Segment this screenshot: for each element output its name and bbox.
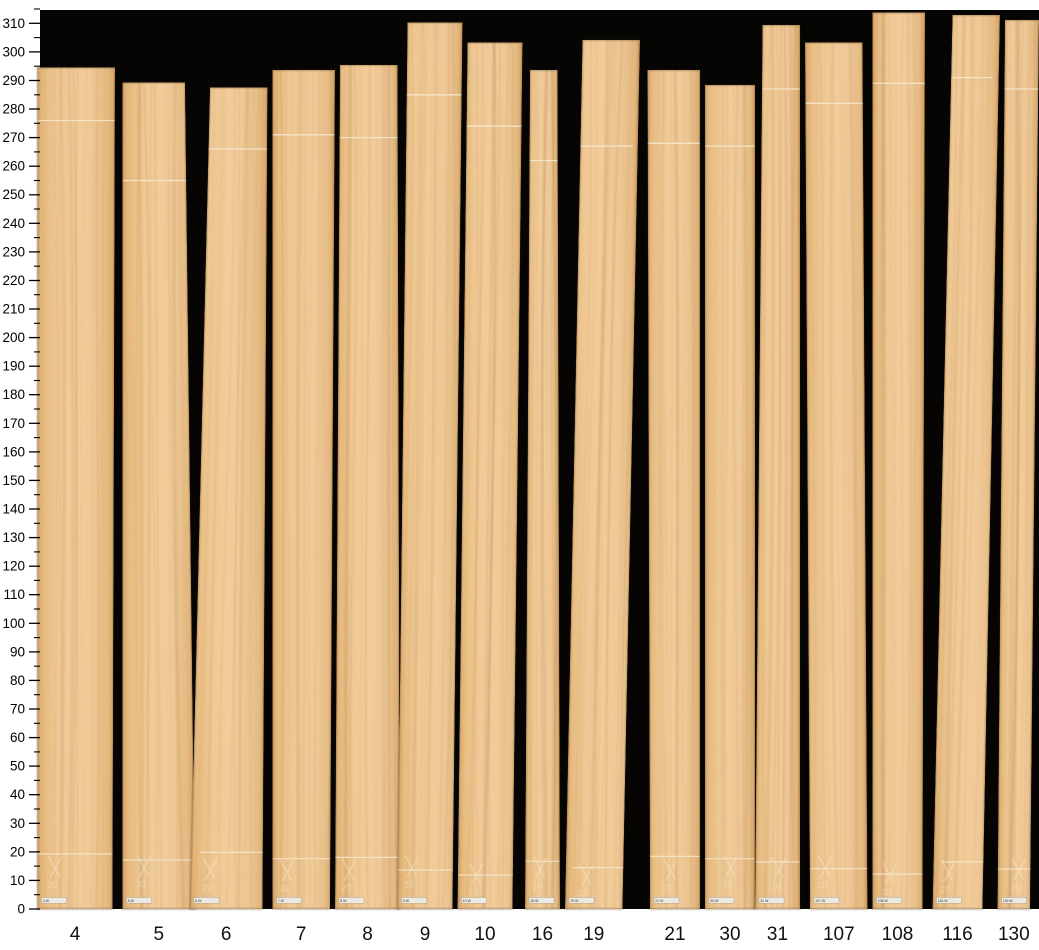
svg-text:20: 20 [10, 844, 25, 859]
svg-text:16-W: 16-W [530, 899, 539, 903]
svg-text:116: 116 [942, 924, 972, 945]
svg-text:4-W: 4-W [43, 899, 50, 903]
svg-text:10: 10 [10, 873, 25, 888]
svg-text:20: 20 [817, 879, 828, 890]
svg-text:190: 190 [2, 359, 25, 374]
svg-text:50: 50 [10, 759, 25, 774]
svg-text:150: 150 [2, 473, 25, 488]
svg-text:20: 20 [662, 882, 673, 893]
svg-text:140: 140 [2, 502, 25, 517]
svg-text:20: 20 [278, 883, 289, 894]
svg-text:130: 130 [2, 530, 25, 545]
svg-text:20: 20 [468, 886, 479, 897]
svg-text:80: 80 [10, 673, 25, 688]
svg-text:60: 60 [10, 730, 25, 745]
svg-text:10-W: 10-W [463, 899, 472, 903]
svg-text:260: 260 [2, 159, 25, 174]
svg-text:21-W: 21-W [655, 899, 664, 903]
svg-text:220: 220 [2, 273, 25, 288]
svg-text:20: 20 [722, 878, 733, 889]
svg-text:20: 20 [403, 879, 414, 890]
svg-text:20: 20 [578, 887, 589, 898]
svg-text:8: 8 [362, 924, 373, 945]
svg-text:108: 108 [882, 924, 914, 945]
svg-text:270: 270 [2, 130, 25, 145]
svg-text:180: 180 [2, 387, 25, 402]
svg-text:250: 250 [2, 187, 25, 202]
svg-text:90: 90 [10, 644, 25, 659]
svg-text:4: 4 [70, 924, 81, 945]
svg-text:100: 100 [2, 616, 25, 631]
svg-text:16: 16 [532, 924, 553, 945]
svg-text:7-W: 7-W [278, 899, 285, 903]
svg-text:19: 19 [583, 924, 604, 945]
svg-text:30-W: 30-W [710, 899, 719, 903]
svg-text:20: 20 [135, 879, 146, 890]
svg-text:240: 240 [2, 216, 25, 231]
svg-text:116-W: 116-W [938, 899, 949, 903]
svg-text:30: 30 [10, 816, 25, 831]
svg-text:20: 20 [341, 882, 352, 893]
svg-text:40: 40 [10, 787, 25, 802]
svg-text:20: 20 [532, 880, 543, 891]
svg-text:20: 20 [1010, 882, 1021, 893]
svg-text:10: 10 [474, 924, 495, 945]
svg-text:300: 300 [2, 44, 25, 59]
svg-text:9: 9 [420, 924, 431, 945]
svg-text:107-W: 107-W [815, 899, 826, 903]
svg-text:310: 310 [2, 16, 25, 31]
svg-text:230: 230 [2, 244, 25, 259]
svg-text:210: 210 [2, 302, 25, 317]
svg-text:8-W: 8-W [340, 899, 347, 903]
svg-text:7: 7 [296, 924, 307, 945]
svg-text:20: 20 [202, 882, 213, 893]
svg-text:21: 21 [664, 924, 685, 945]
svg-text:170: 170 [2, 416, 25, 431]
svg-text:130-W: 130-W [1003, 899, 1014, 903]
svg-text:30: 30 [719, 924, 740, 945]
svg-text:280: 280 [2, 102, 25, 117]
svg-text:160: 160 [2, 444, 25, 459]
svg-text:107: 107 [823, 924, 855, 945]
svg-text:5: 5 [154, 924, 165, 945]
svg-text:31-W: 31-W [760, 899, 769, 903]
svg-text:200: 200 [2, 330, 25, 345]
svg-text:108-W: 108-W [878, 899, 889, 903]
svg-text:290: 290 [2, 73, 25, 88]
svg-text:19-W: 19-W [570, 899, 579, 903]
svg-text:110: 110 [3, 587, 25, 602]
svg-text:6: 6 [221, 924, 232, 945]
svg-text:20: 20 [940, 884, 951, 895]
svg-text:70: 70 [10, 702, 25, 717]
svg-text:31: 31 [767, 924, 788, 945]
svg-text:6-W: 6-W [195, 899, 202, 903]
svg-text:9-W: 9-W [403, 899, 410, 903]
svg-text:20: 20 [881, 886, 892, 897]
svg-text:5-W: 5-W [128, 899, 135, 903]
svg-text:0: 0 [17, 902, 25, 917]
svg-text:20: 20 [47, 879, 58, 890]
svg-text:130: 130 [998, 924, 1030, 945]
svg-text:120: 120 [2, 559, 25, 574]
svg-text:20: 20 [770, 881, 781, 892]
